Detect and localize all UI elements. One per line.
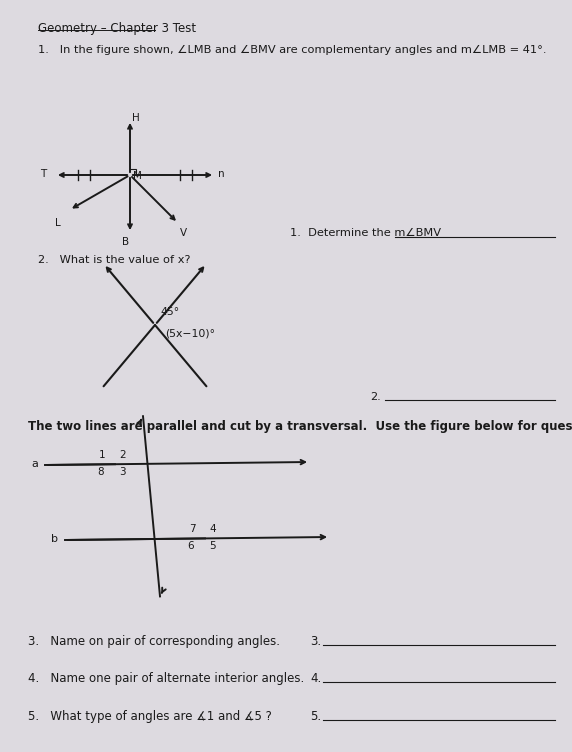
Text: B: B: [122, 237, 129, 247]
Text: 2.: 2.: [370, 392, 381, 402]
Text: 2: 2: [119, 450, 126, 460]
Text: 3.   Name on pair of corresponding angles.: 3. Name on pair of corresponding angles.: [28, 635, 280, 648]
Text: a: a: [31, 459, 38, 469]
Text: (5x−10)°: (5x−10)°: [165, 329, 215, 339]
Text: V: V: [180, 228, 187, 238]
Text: 5: 5: [209, 541, 216, 551]
Text: 1: 1: [99, 450, 106, 460]
Text: n: n: [218, 169, 225, 179]
Text: H: H: [132, 113, 140, 123]
Text: 45°: 45°: [160, 307, 179, 317]
Text: The two lines are parallel and cut by a transversal.  Use the figure below for q: The two lines are parallel and cut by a …: [28, 420, 572, 433]
Text: 3.: 3.: [310, 635, 321, 648]
Text: 6: 6: [187, 541, 194, 551]
Text: 2.   What is the value of x?: 2. What is the value of x?: [38, 255, 190, 265]
Text: 4.   Name one pair of alternate interior angles.: 4. Name one pair of alternate interior a…: [28, 672, 304, 685]
Text: 5.   What type of angles are ∡1 and ∡5 ?: 5. What type of angles are ∡1 and ∡5 ?: [28, 710, 272, 723]
Text: 1.  Determine the m∠BMV: 1. Determine the m∠BMV: [290, 228, 441, 238]
Text: 3: 3: [119, 467, 126, 478]
Text: 8: 8: [97, 467, 104, 478]
Text: 1.   In the figure shown, ∠LMB and ∠BMV are complementary angles and m∠LMB = 41°: 1. In the figure shown, ∠LMB and ∠BMV ar…: [38, 45, 546, 55]
Text: M: M: [133, 171, 142, 181]
Text: 5.: 5.: [310, 710, 321, 723]
Text: 4: 4: [209, 524, 216, 535]
Text: 7: 7: [189, 524, 196, 535]
Text: L: L: [55, 218, 61, 228]
Text: 4.: 4.: [310, 672, 321, 685]
Text: T: T: [40, 169, 46, 179]
Text: b: b: [51, 534, 58, 544]
Text: Geometry – Chapter 3 Test: Geometry – Chapter 3 Test: [38, 22, 196, 35]
